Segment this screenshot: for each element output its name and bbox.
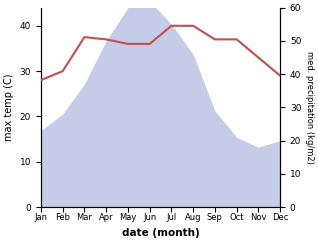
Y-axis label: max temp (C): max temp (C) bbox=[4, 74, 14, 141]
Y-axis label: med. precipitation (kg/m2): med. precipitation (kg/m2) bbox=[305, 51, 314, 164]
X-axis label: date (month): date (month) bbox=[122, 228, 199, 238]
